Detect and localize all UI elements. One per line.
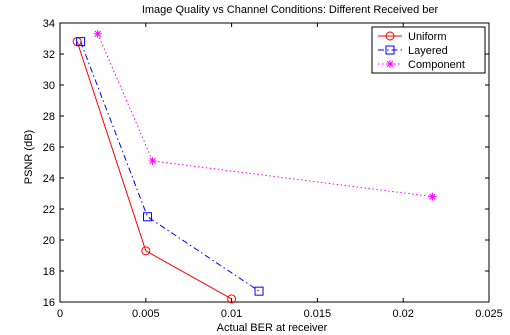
series-line-uniform bbox=[76, 41, 232, 300]
y-tick-label: 18 bbox=[43, 266, 55, 278]
x-tick-label: 0.01 bbox=[221, 308, 242, 320]
legend-label-uniform: Uniform bbox=[408, 31, 447, 43]
y-tick-label: 24 bbox=[43, 173, 55, 185]
y-tick-label: 32 bbox=[43, 49, 55, 61]
data-point-component bbox=[428, 192, 437, 201]
y-tick-label: 28 bbox=[43, 111, 55, 123]
legend-label-component: Component bbox=[408, 59, 465, 71]
legend-item-component: Component bbox=[378, 59, 465, 71]
legend: Uniform Layered Component bbox=[371, 26, 486, 74]
data-point-uniform bbox=[227, 294, 237, 304]
x-axis: 0 0.005 0.01 0.015 0.02 0.025 bbox=[57, 23, 503, 320]
y-axis: 16 18 20 22 24 26 28 30 32 34 bbox=[43, 18, 489, 309]
x-tick-label: 0.015 bbox=[304, 308, 332, 320]
data-point-layered bbox=[76, 37, 86, 47]
data-point-layered bbox=[143, 212, 153, 222]
y-tick-label: 22 bbox=[43, 204, 55, 216]
legend-item-layered: Layered bbox=[378, 45, 448, 57]
data-point-layered bbox=[254, 286, 264, 296]
y-tick-label: 26 bbox=[43, 142, 55, 154]
y-tick-label: 20 bbox=[43, 235, 55, 247]
x-tick-label: 0.025 bbox=[475, 308, 503, 320]
y-tick-label: 34 bbox=[43, 18, 55, 30]
legend-marker-uniform bbox=[385, 31, 395, 41]
data-point-component bbox=[93, 29, 102, 38]
chart-title: Image Quality vs Channel Conditions: Dif… bbox=[142, 4, 439, 16]
data-point-uniform bbox=[141, 246, 151, 256]
legend-marker-component bbox=[386, 60, 394, 68]
legend-marker-layered bbox=[385, 45, 395, 55]
x-tick-label: 0.005 bbox=[132, 308, 160, 320]
series-layered bbox=[76, 37, 264, 296]
x-axis-title: Actual BER at receiver bbox=[217, 322, 328, 334]
legend-item-uniform: Uniform bbox=[378, 31, 447, 43]
data-point-component bbox=[148, 156, 157, 165]
y-tick-label: 16 bbox=[43, 297, 55, 309]
legend-label-layered: Layered bbox=[408, 45, 448, 57]
x-tick-label: 0.02 bbox=[392, 308, 413, 320]
y-axis-title: PSNR (dB) bbox=[23, 130, 35, 184]
series-component bbox=[93, 29, 437, 201]
y-tick-label: 30 bbox=[43, 80, 55, 92]
series-layer bbox=[72, 29, 437, 304]
x-tick-label: 0 bbox=[57, 308, 63, 320]
